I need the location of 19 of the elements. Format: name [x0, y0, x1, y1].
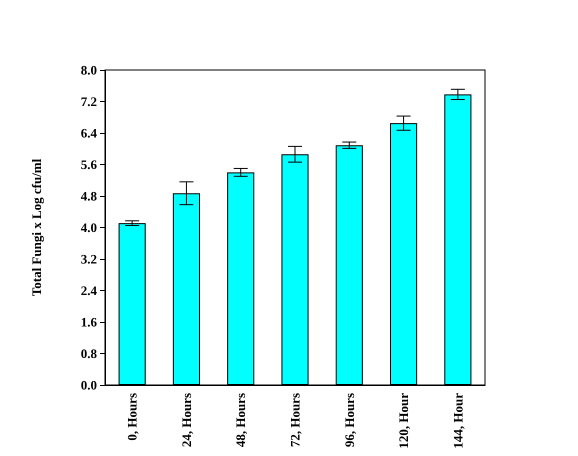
y-tick-label: 4.8 — [80, 188, 98, 204]
x-tick-label: 144, Hour — [450, 392, 466, 449]
x-tick-label: 72, Hours — [288, 393, 302, 448]
x-tick-label: 0, Hours — [124, 393, 140, 441]
y-tick-label: 7.2 — [80, 94, 97, 109]
y-axis-title: Total Fungi x Log cfu/ml — [29, 158, 44, 296]
x-tick-label: 120, Hour — [396, 392, 412, 449]
x-tick-label: 48, Hours — [233, 393, 248, 448]
y-tick-label: 5.6 — [80, 157, 98, 172]
y-tick-label: 0.8 — [80, 346, 98, 361]
x-tick-label: 96, Hours — [342, 393, 357, 448]
y-tick-label: 8.0 — [80, 62, 97, 78]
x-tick-label: 24, Hours — [178, 393, 194, 448]
y-tick-label: 1.6 — [80, 314, 98, 330]
y-tick-label: 6.4 — [80, 126, 98, 140]
y-tick-label: 2.4 — [80, 283, 98, 298]
y-tick-label: 4.0 — [80, 220, 97, 235]
y-tick-label: 3.2 — [80, 252, 97, 266]
y-tick-label: 0.0 — [80, 378, 97, 392]
